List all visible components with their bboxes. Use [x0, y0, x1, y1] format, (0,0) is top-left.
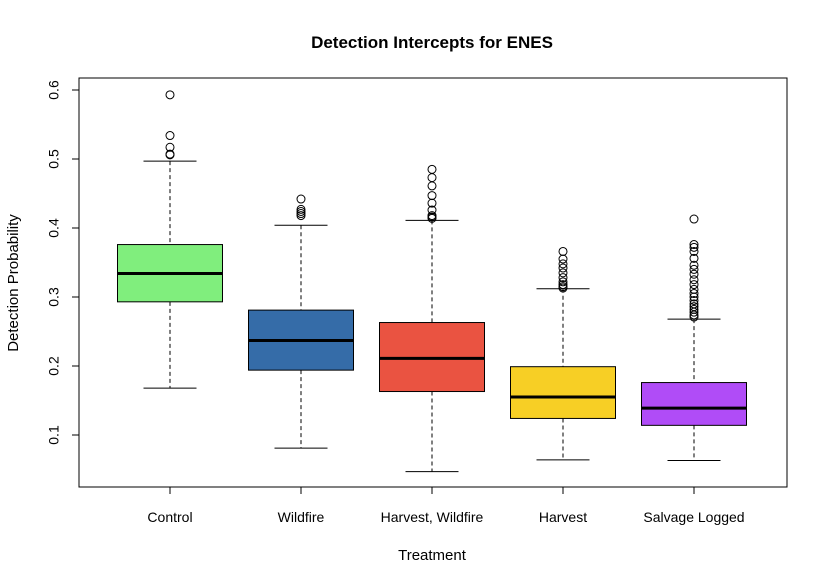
outlier-point — [165, 131, 175, 141]
outlier-point — [689, 302, 699, 312]
outlier-point — [427, 205, 437, 215]
y-tick-label: 0.4 — [46, 218, 62, 238]
box-3 — [510, 246, 616, 461]
x-tick-label: Control — [147, 509, 192, 525]
x-tick-label: Harvest — [539, 509, 587, 525]
outlier-point — [296, 211, 306, 221]
outlier-point — [165, 142, 175, 152]
outlier-point — [558, 246, 568, 256]
outlier-point — [558, 280, 568, 290]
y-axis-label: Detection Probability — [5, 214, 22, 352]
outlier-point — [689, 289, 699, 299]
iqr-box — [510, 366, 616, 419]
outlier-point — [689, 280, 699, 290]
iqr-box — [641, 382, 747, 426]
outlier-point — [689, 242, 699, 252]
y-tick-label: 0.3 — [46, 287, 62, 307]
outlier-point — [689, 253, 699, 263]
plot-frame — [78, 77, 788, 488]
outlier-point — [689, 304, 699, 314]
outlier-point — [296, 194, 306, 204]
outlier-point — [558, 268, 568, 278]
outlier-point — [165, 90, 175, 100]
chart-title: Detection Intercepts for ENES — [311, 33, 553, 52]
outlier-point — [427, 164, 437, 174]
outlier-point — [427, 211, 437, 221]
outlier-point — [558, 282, 568, 292]
box-1 — [248, 194, 354, 449]
outlier-point — [296, 204, 306, 214]
outlier-point — [558, 277, 568, 287]
x-tick-label: Harvest, Wildfire — [381, 509, 484, 525]
outlier-point — [689, 214, 699, 224]
y-tick-label: 0.2 — [46, 356, 62, 376]
outlier-point — [165, 149, 175, 159]
outlier-point — [558, 254, 568, 264]
outlier-point — [689, 284, 699, 294]
y-axis: 0.1 0.2 0.3 0.4 0.5 0.6 — [46, 80, 79, 445]
outlier-point — [558, 263, 568, 273]
box-2 — [379, 164, 485, 473]
outlier-point — [689, 246, 699, 256]
outlier-point — [689, 264, 699, 274]
outlier-point — [427, 181, 437, 191]
outlier-point — [689, 275, 699, 285]
boxes-group — [117, 90, 747, 473]
outlier-point — [689, 295, 699, 305]
outlier-point — [296, 209, 306, 219]
outlier-point — [689, 299, 699, 309]
y-tick-label: 0.1 — [46, 425, 62, 445]
outlier-point — [689, 269, 699, 279]
outlier-point — [296, 206, 306, 216]
outlier-point — [427, 173, 437, 183]
outlier-point — [689, 260, 699, 270]
x-axis-label: Treatment — [398, 547, 467, 564]
x-tick-label: Wildfire — [278, 509, 325, 525]
outlier-point — [558, 273, 568, 283]
x-tick-label: Salvage Logged — [643, 509, 744, 525]
outlier-point — [427, 191, 437, 201]
y-tick-label: 0.6 — [46, 80, 62, 100]
y-tick-label: 0.5 — [46, 149, 62, 169]
box-0 — [117, 90, 223, 389]
box-4 — [641, 214, 747, 462]
outlier-point — [689, 240, 699, 250]
outlier-point — [558, 259, 568, 269]
x-axis: Control Wildfire Harvest, Wildfire Harvest S… — [147, 487, 745, 525]
